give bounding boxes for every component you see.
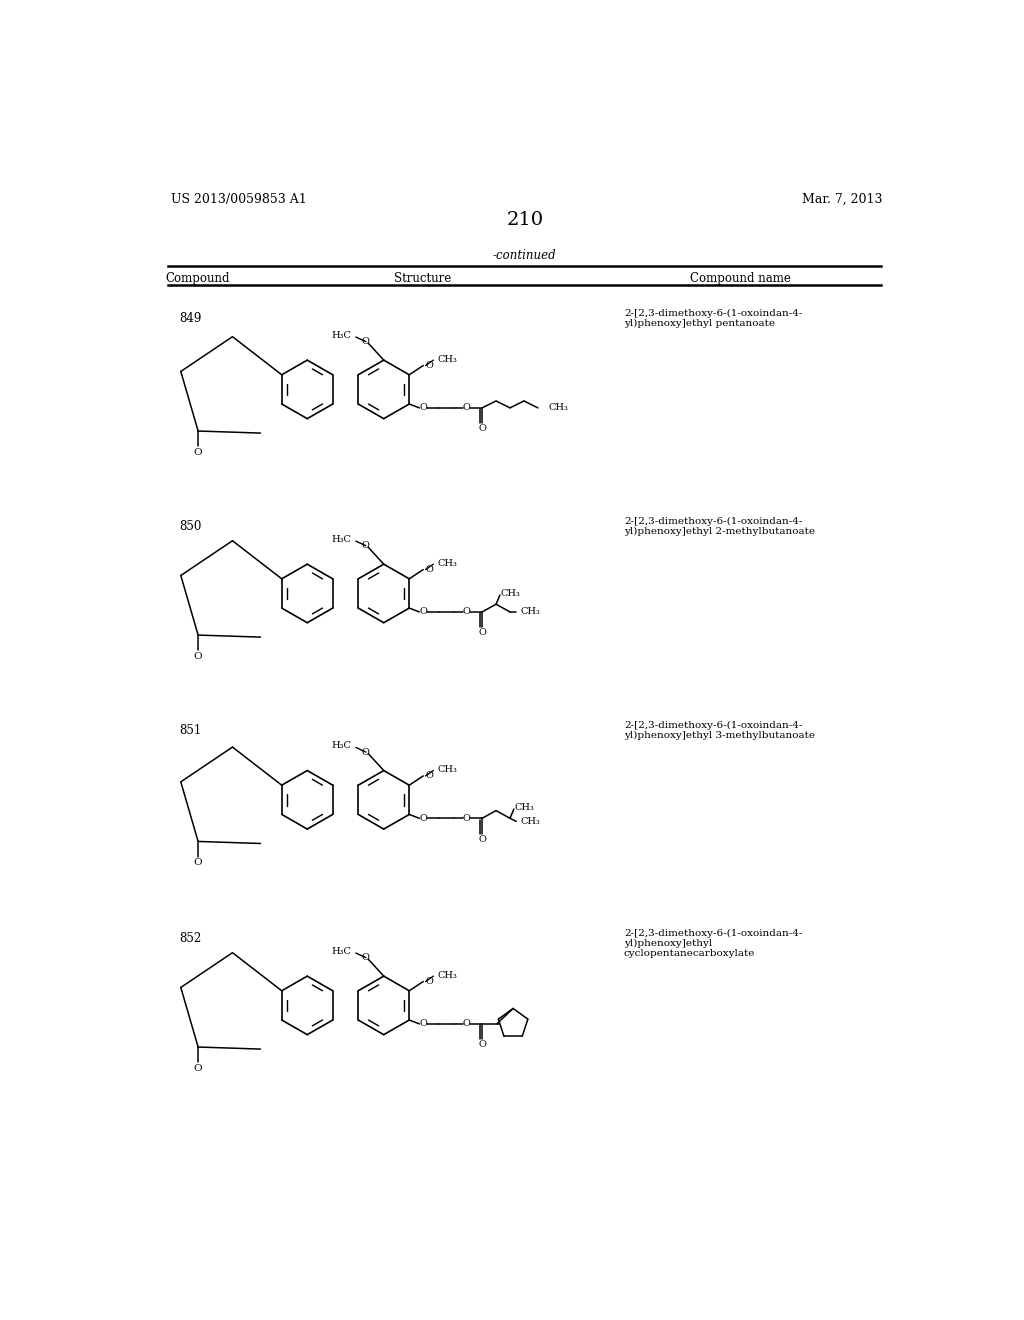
Text: Compound name: Compound name xyxy=(690,272,791,285)
Text: O: O xyxy=(362,747,370,756)
Text: 849: 849 xyxy=(179,313,201,326)
Text: CH₃: CH₃ xyxy=(437,355,457,364)
Text: O: O xyxy=(194,858,203,867)
Text: CH₃: CH₃ xyxy=(515,803,535,812)
Text: O: O xyxy=(463,404,471,412)
Text: O: O xyxy=(426,771,433,780)
Text: H₃C: H₃C xyxy=(332,331,351,341)
Text: O: O xyxy=(419,1019,427,1028)
Text: H₃C: H₃C xyxy=(332,946,351,956)
Text: 851: 851 xyxy=(179,725,201,738)
Text: 850: 850 xyxy=(179,520,201,533)
Text: CH₃: CH₃ xyxy=(437,972,457,979)
Text: H₃C: H₃C xyxy=(332,535,351,544)
Text: 2-[2,3-dimethoxy-6-(1-oxoindan-4-
yl)phenoxy]ethyl 3-methylbutanoate: 2-[2,3-dimethoxy-6-(1-oxoindan-4- yl)phe… xyxy=(624,721,815,741)
Text: O: O xyxy=(194,1064,203,1073)
Text: CH₃: CH₃ xyxy=(437,766,457,775)
Text: US 2013/0059853 A1: US 2013/0059853 A1 xyxy=(171,193,306,206)
Text: 210: 210 xyxy=(506,211,544,228)
Text: O: O xyxy=(419,814,427,822)
Text: O: O xyxy=(194,652,203,661)
Text: CH₃: CH₃ xyxy=(549,404,568,412)
Text: O: O xyxy=(478,628,486,638)
Text: O: O xyxy=(426,362,433,370)
Text: O: O xyxy=(463,1019,471,1028)
Text: Compound: Compound xyxy=(166,272,230,285)
Text: 2-[2,3-dimethoxy-6-(1-oxoindan-4-
yl)phenoxy]ethyl pentanoate: 2-[2,3-dimethoxy-6-(1-oxoindan-4- yl)phe… xyxy=(624,309,803,329)
Text: O: O xyxy=(463,607,471,616)
Text: O: O xyxy=(194,447,203,457)
Text: O: O xyxy=(478,834,486,843)
Text: 852: 852 xyxy=(179,932,201,945)
Text: -continued: -continued xyxy=(493,249,557,263)
Text: O: O xyxy=(362,953,370,962)
Text: Structure: Structure xyxy=(394,272,452,285)
Text: 2-[2,3-dimethoxy-6-(1-oxoindan-4-
yl)phenoxy]ethyl 2-methylbutanoate: 2-[2,3-dimethoxy-6-(1-oxoindan-4- yl)phe… xyxy=(624,516,815,536)
Text: O: O xyxy=(478,1040,486,1049)
Text: O: O xyxy=(426,977,433,986)
Text: O: O xyxy=(362,337,370,346)
Text: O: O xyxy=(419,607,427,616)
Text: O: O xyxy=(463,814,471,822)
Text: O: O xyxy=(362,541,370,550)
Text: CH₃: CH₃ xyxy=(501,589,520,598)
Text: O: O xyxy=(478,424,486,433)
Text: H₃C: H₃C xyxy=(332,742,351,750)
Text: CH₃: CH₃ xyxy=(521,607,541,616)
Text: CH₃: CH₃ xyxy=(437,558,457,568)
Text: O: O xyxy=(426,565,433,574)
Text: Mar. 7, 2013: Mar. 7, 2013 xyxy=(802,193,883,206)
Text: O: O xyxy=(419,404,427,412)
Text: 2-[2,3-dimethoxy-6-(1-oxoindan-4-
yl)phenoxy]ethyl
cyclopentanecarboxylate: 2-[2,3-dimethoxy-6-(1-oxoindan-4- yl)phe… xyxy=(624,928,803,958)
Text: CH₃: CH₃ xyxy=(521,817,541,826)
